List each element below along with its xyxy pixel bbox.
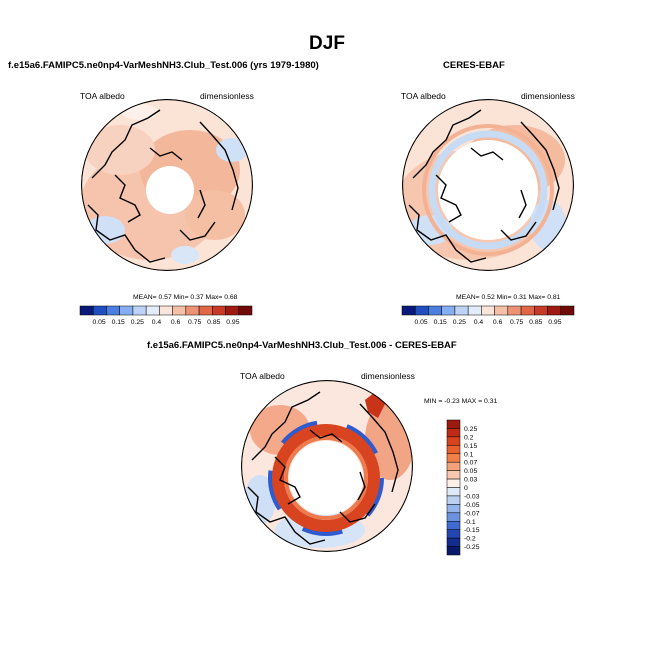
colorbar-swatch	[446, 504, 461, 514]
colorbar-swatch	[172, 305, 187, 316]
colorbar-swatch	[92, 305, 107, 316]
colorbar-swatch	[238, 305, 253, 316]
colorbar-tick-label: 0.05	[414, 319, 427, 326]
colorbar-tick-label: 0.85	[207, 319, 220, 326]
colorbar-tick-label: 0.6	[493, 319, 503, 326]
page-title: DJF	[309, 33, 345, 54]
colorbar-swatch	[401, 305, 416, 316]
colorbar-tick-label: 0.85	[529, 319, 542, 326]
colorbar-swatch	[159, 305, 173, 316]
colorbar-swatch	[446, 461, 461, 471]
colorbar-swatch	[145, 305, 160, 316]
colorbar-swatch	[446, 537, 461, 547]
colorbar-swatch	[212, 305, 226, 316]
colorbar-tick-label: -0.15	[464, 527, 480, 534]
colorbar-swatch	[198, 305, 213, 316]
colorbar-tick-label: 0.95	[226, 319, 239, 326]
colorbar-tick-label: 0.07	[464, 460, 477, 467]
colorbar-swatch	[520, 305, 535, 316]
colorbar-swatch	[467, 305, 482, 316]
colorbar-panel-2: 0.05 0.15 0.25 0.4 0.6 0.75 0.85 0.95	[401, 305, 575, 326]
colorbar-tick-label: 0.25	[453, 319, 466, 326]
panel-2-title: CERES-EBAF	[443, 60, 505, 71]
colorbar-tick-label: 0.95	[548, 319, 561, 326]
colorbar-panel-1: 0.05 0.15 0.25 0.4 0.6 0.75 0.85 0.95	[79, 305, 253, 326]
colorbar-swatch	[446, 436, 461, 446]
colorbar-swatch	[446, 546, 461, 556]
colorbar-swatch	[119, 305, 134, 316]
colorbar-tick-label: 0.2	[464, 434, 474, 441]
colorbar-swatch	[446, 478, 461, 488]
panel-2-stats: MEAN= 0.52 Min= 0.31 Max= 0.81	[456, 294, 561, 301]
panel-3-stats: MIN = -0.23 MAX = 0.31	[424, 398, 498, 405]
panel-3-units-label: dimensionless	[361, 371, 415, 381]
colorbar-swatch	[414, 305, 429, 316]
map-panel-3	[241, 380, 413, 552]
colorbar-swatch	[441, 305, 456, 316]
colorbar-swatch	[446, 495, 461, 505]
colorbar-tick-label: 0.15	[464, 443, 477, 450]
colorbar-swatch	[481, 305, 495, 316]
colorbar-tick-label: 0.15	[112, 319, 125, 326]
colorbar-tick-label: 0.4	[474, 319, 484, 326]
colorbar-swatch	[225, 305, 240, 316]
colorbar-swatch	[446, 419, 461, 429]
panel-1-stats: MEAN= 0.57 Min= 0.37 Max= 0.68	[133, 294, 238, 301]
colorbar-tick-label: -0.25	[464, 544, 480, 551]
colorbar-panel-3: 0.250.20.150.10.070.050.030-0.03-0.05-0.…	[446, 419, 480, 556]
colorbar-swatch	[185, 305, 200, 316]
colorbar-swatch	[547, 305, 562, 316]
colorbar-tick-label: 0.4	[152, 319, 162, 326]
colorbar-tick-label: 0.1	[464, 451, 474, 458]
colorbar-swatch	[446, 470, 461, 480]
panel-3-title: f.e15a6.FAMIPC5.ne0np4-VarMeshNH3.Club_T…	[147, 340, 457, 351]
panel-3-variable-label: TOA albedo	[240, 371, 285, 381]
colorbar-swatch	[454, 305, 469, 316]
colorbar-swatch	[79, 305, 94, 316]
colorbar-tick-label: 0.15	[434, 319, 447, 326]
colorbar-tick-label: -0.05	[464, 502, 480, 509]
map-panel-1	[81, 99, 253, 271]
colorbar-tick-label: 0.75	[510, 319, 523, 326]
colorbar-tick-label: -0.07	[464, 510, 480, 517]
colorbar-swatch	[534, 305, 548, 316]
map-panel-2	[402, 99, 574, 271]
panel-2-units-label: dimensionless	[521, 91, 575, 101]
colorbar-swatch	[106, 305, 120, 316]
colorbar-tick-label: 0.05	[92, 319, 105, 326]
colorbar-tick-label: -0.1	[464, 519, 476, 526]
colorbar-tick-label: 0.75	[188, 319, 201, 326]
colorbar-swatch	[446, 487, 461, 497]
panel-1-title: f.e15a6.FAMIPC5.ne0np4-VarMeshNH3.Club_T…	[8, 60, 319, 71]
colorbar-swatch	[446, 529, 461, 539]
colorbar-swatch	[446, 512, 461, 522]
colorbar-tick-label: -0.2	[464, 536, 476, 543]
colorbar-swatch	[132, 305, 147, 316]
colorbar-swatch	[446, 521, 461, 530]
colorbar-swatch	[446, 453, 461, 463]
colorbar-tick-label: 0.25	[464, 426, 477, 433]
panel-1-variable-label: TOA albedo	[80, 91, 125, 101]
colorbar-swatch	[560, 305, 575, 316]
colorbar-tick-label: 0.05	[464, 468, 477, 475]
colorbar-tick-label: 0.25	[131, 319, 144, 326]
colorbar-tick-label: 0.03	[464, 477, 477, 484]
colorbar-swatch	[446, 445, 461, 454]
colorbar-swatch	[494, 305, 509, 316]
panel-1-units-label: dimensionless	[200, 91, 254, 101]
colorbar-swatch	[428, 305, 442, 316]
colorbar-tick-label: 0.6	[171, 319, 181, 326]
colorbar-tick-label: 0	[464, 485, 468, 492]
colorbar-tick-label: -0.03	[464, 493, 480, 500]
panel-2-variable-label: TOA albedo	[401, 91, 446, 101]
colorbar-swatch	[446, 428, 461, 438]
colorbar-swatch	[507, 305, 522, 316]
